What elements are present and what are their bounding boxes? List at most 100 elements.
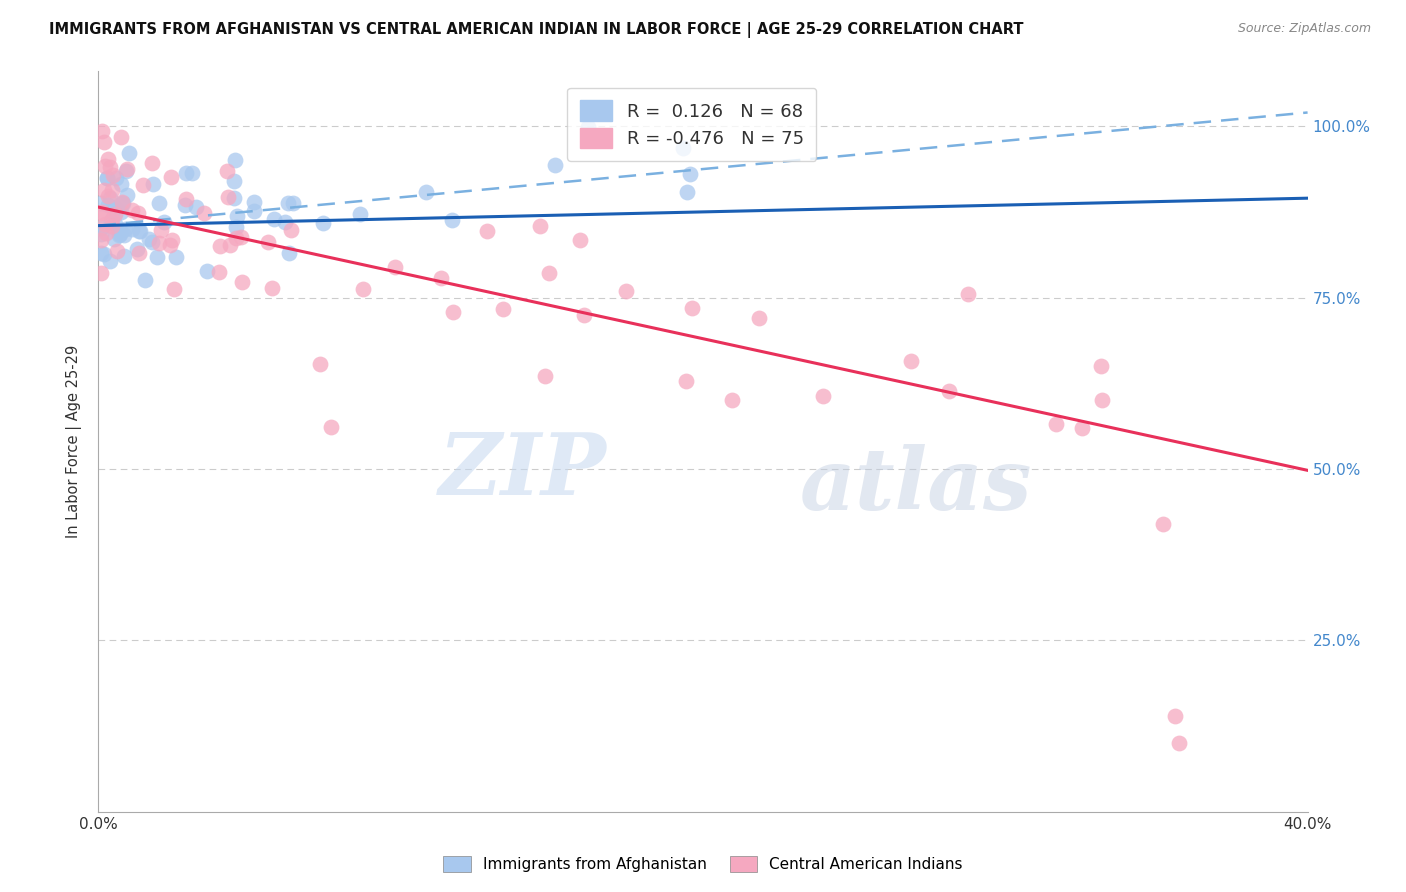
Point <box>148 195 170 210</box>
Point <box>184 200 207 214</box>
Point <box>148 235 170 250</box>
Point <box>274 215 297 229</box>
Point <box>142 177 165 191</box>
Point <box>104 170 127 185</box>
Point <box>160 233 183 247</box>
Point <box>533 369 555 384</box>
Point <box>384 260 406 275</box>
Text: IMMIGRANTS FROM AFGHANISTAN VS CENTRAL AMERICAN INDIAN IN LABOR FORCE | AGE 25-2: IMMIGRANTS FROM AFGHANISTAN VS CENTRAL A… <box>49 22 1024 38</box>
Point <box>90 221 112 235</box>
Point <box>96 226 118 240</box>
Point <box>146 250 169 264</box>
Point <box>215 164 238 178</box>
Point <box>242 195 264 210</box>
Point <box>110 177 132 191</box>
Point <box>576 120 599 135</box>
Point <box>90 205 112 219</box>
Legend: R =  0.126   N = 68, R = -0.476   N = 75: R = 0.126 N = 68, R = -0.476 N = 75 <box>567 87 817 161</box>
Point <box>128 224 150 238</box>
Point <box>91 124 114 138</box>
Point <box>679 167 702 181</box>
Point <box>208 239 231 253</box>
Point <box>260 281 283 295</box>
Point <box>111 195 134 210</box>
Point <box>224 153 246 168</box>
Point <box>1071 421 1094 435</box>
Point <box>231 275 253 289</box>
Point <box>280 223 302 237</box>
Point <box>312 216 335 230</box>
Point <box>430 270 453 285</box>
Point <box>128 224 150 238</box>
Point <box>115 163 138 178</box>
Point <box>441 305 464 319</box>
Point <box>90 195 112 210</box>
Point <box>90 266 112 280</box>
Point <box>176 193 198 207</box>
Point <box>118 146 141 161</box>
Point <box>90 233 112 247</box>
Point <box>112 249 135 263</box>
Point <box>225 209 247 223</box>
Point <box>811 389 834 403</box>
Point <box>572 309 595 323</box>
Point <box>93 183 115 197</box>
Point <box>278 245 301 260</box>
Point <box>100 219 122 233</box>
Point <box>225 230 247 244</box>
Point <box>283 196 305 211</box>
Point <box>174 198 197 212</box>
Point <box>353 282 375 296</box>
Text: ZIP: ZIP <box>439 429 606 513</box>
Point <box>141 156 163 170</box>
Point <box>614 285 637 299</box>
Point <box>97 189 120 203</box>
Point <box>98 254 121 268</box>
Legend: Immigrants from Afghanistan, Central American Indians: Immigrants from Afghanistan, Central Ame… <box>436 848 970 880</box>
Point <box>101 183 124 197</box>
Point <box>111 195 134 210</box>
Point <box>243 203 266 218</box>
Point <box>748 311 770 326</box>
Point <box>568 233 591 247</box>
Point <box>134 273 156 287</box>
Point <box>132 178 155 192</box>
Point <box>415 185 437 199</box>
Point <box>257 235 280 250</box>
Point <box>938 384 960 398</box>
Point <box>195 263 218 277</box>
Point <box>217 190 239 204</box>
Point <box>491 301 513 316</box>
Text: atlas: atlas <box>800 444 1032 528</box>
Point <box>94 217 117 231</box>
Point <box>97 197 120 211</box>
Point <box>110 204 132 219</box>
Point <box>349 207 371 221</box>
Point <box>1152 516 1174 531</box>
Point <box>956 286 979 301</box>
Point <box>219 238 242 252</box>
Point <box>101 219 124 233</box>
Point <box>163 283 186 297</box>
Point <box>1168 736 1191 750</box>
Point <box>100 214 122 228</box>
Point <box>308 357 330 371</box>
Point <box>208 265 231 279</box>
Point <box>224 174 246 188</box>
Point <box>103 232 125 246</box>
Point <box>149 222 172 236</box>
Point <box>193 206 215 220</box>
Point <box>101 211 124 226</box>
Point <box>180 166 202 180</box>
Point <box>141 235 163 249</box>
Point <box>1090 393 1112 408</box>
Point <box>108 228 131 243</box>
Point <box>104 205 127 219</box>
Point <box>104 207 127 221</box>
Point <box>110 227 132 242</box>
Point <box>104 218 127 232</box>
Point <box>138 232 160 246</box>
Point <box>174 166 197 180</box>
Point <box>1090 359 1112 373</box>
Point <box>117 188 139 202</box>
